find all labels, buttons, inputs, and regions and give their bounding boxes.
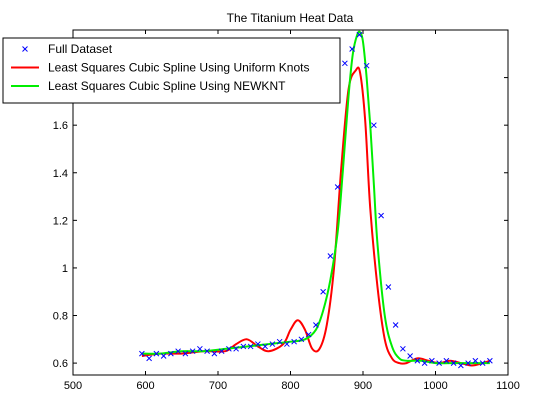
x-tick-label: 1000	[423, 380, 447, 392]
data-point-marker	[298, 336, 305, 343]
data-point-marker	[429, 357, 435, 364]
data-point-marker	[450, 360, 457, 366]
legend-label: Least Squares Cubic Spline Using Uniform…	[48, 61, 309, 75]
y-tick-label: 0.6	[53, 358, 68, 370]
axes-layer: 500600700800900100011000.60.811.21.41.61…	[53, 30, 520, 392]
data-point-marker	[334, 184, 341, 190]
data-point-marker	[255, 341, 261, 347]
data-point-marker	[182, 350, 189, 357]
data-point-marker	[189, 348, 196, 355]
data-point-marker	[276, 338, 283, 345]
data-point-marker	[400, 345, 406, 352]
data-point-marker	[349, 46, 355, 52]
data-point-marker	[356, 31, 363, 38]
x-tick-label: 500	[64, 380, 82, 392]
series-line-1	[141, 66, 491, 367]
y-tick-label: 1.2	[53, 215, 68, 227]
data-point-marker	[342, 60, 348, 67]
data-point-marker	[284, 341, 290, 347]
series-layer	[139, 30, 493, 369]
data-point-marker	[240, 343, 247, 350]
y-tick-label: 1.6	[53, 120, 68, 132]
data-point-marker	[160, 353, 167, 359]
legend: Full Dataset Least Squares Cubic Spline U…	[2, 37, 341, 104]
data-point-marker	[487, 357, 493, 364]
data-point-marker	[443, 357, 450, 364]
data-point-marker	[175, 348, 181, 355]
data-point-marker	[472, 357, 479, 364]
data-point-marker	[414, 357, 421, 364]
y-tick-label: 0.8	[53, 311, 68, 323]
data-point-marker	[269, 341, 276, 347]
data-point-marker	[218, 348, 225, 355]
x-tick-label: 600	[136, 380, 154, 392]
x-tick-label: 800	[281, 380, 299, 392]
x-tick-label: 700	[209, 380, 227, 392]
data-point-marker	[247, 343, 254, 350]
data-point-marker	[385, 284, 392, 290]
data-point-marker	[197, 345, 203, 352]
data-point-marker	[139, 350, 145, 357]
x-tick-label: 1100	[496, 380, 520, 392]
data-point-marker	[465, 360, 471, 366]
data-point-marker	[262, 343, 268, 350]
data-point-marker	[407, 353, 413, 359]
data-point-marker	[211, 350, 218, 357]
data-point-marker	[291, 338, 297, 345]
data-point-marker	[479, 360, 486, 366]
data-point-marker	[204, 348, 210, 355]
legend-label: Full Dataset	[48, 42, 113, 56]
legend-box	[2, 37, 341, 104]
data-point-marker	[146, 355, 152, 362]
data-point-marker	[327, 253, 334, 259]
data-point-marker	[436, 360, 442, 366]
data-point-marker	[153, 350, 160, 357]
legend-label: Least Squares Cubic Spline Using NEWKNT	[48, 79, 286, 93]
data-point-marker	[421, 360, 428, 366]
chart-title: The Titanium Heat Data	[227, 11, 354, 25]
series-markers	[139, 31, 493, 369]
legend-marker-icon	[22, 46, 28, 52]
data-point-marker	[168, 350, 174, 357]
series-line-2	[141, 30, 490, 365]
data-point-marker	[378, 212, 384, 219]
data-point-marker	[371, 122, 377, 129]
x-tick-label: 900	[354, 380, 372, 392]
y-tick-label: 1.4	[53, 168, 68, 180]
y-tick-label: 1	[62, 263, 68, 275]
data-point-marker	[392, 322, 399, 328]
data-point-marker	[458, 362, 464, 369]
data-point-marker	[313, 322, 319, 328]
data-point-marker	[305, 331, 312, 338]
data-point-marker	[233, 345, 239, 352]
data-point-marker	[320, 288, 326, 295]
data-point-marker	[363, 62, 370, 69]
data-point-marker	[226, 345, 232, 352]
